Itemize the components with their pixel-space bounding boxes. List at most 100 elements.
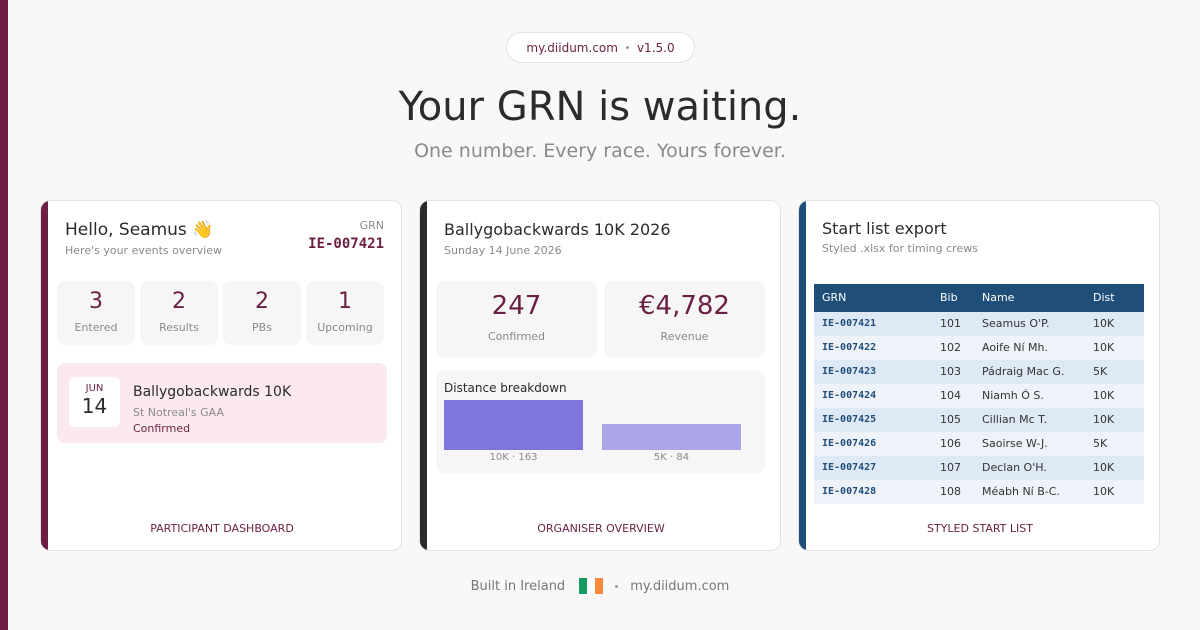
date-box: JUN 14: [69, 377, 120, 427]
greeting: Hello, Seamus 👋: [65, 220, 214, 240]
table-row: IE-007421 101 Seamus O'P. 10K: [814, 312, 1144, 336]
bar: [444, 400, 583, 450]
day: 14: [81, 394, 108, 418]
status: Confirmed: [133, 422, 191, 435]
table-cell: 10K: [1093, 341, 1115, 354]
table-cell: 5K: [1093, 437, 1108, 450]
table-cell: 10K: [1093, 389, 1115, 402]
column-header: GRN: [822, 291, 847, 304]
table-cell: 105: [940, 413, 961, 426]
stat-label: Upcoming: [317, 321, 373, 334]
stat-box: 247 Confirmed: [436, 281, 597, 357]
table-cell: 10K: [1093, 413, 1115, 426]
table-cell: 108: [940, 485, 961, 498]
table-cell: 106: [940, 437, 961, 450]
stat-box: 1 Upcoming: [306, 281, 384, 345]
event-box: JUN 14 Ballygobackwards 10K St Notreal's…: [57, 363, 387, 443]
table-cell: 103: [940, 365, 961, 378]
stat-box: 2 PBs: [223, 281, 301, 345]
bar-label: 5K · 84: [653, 452, 690, 463]
column-header: Name: [982, 291, 1015, 304]
table-cell: Aoife Ní Mh.: [982, 341, 1048, 354]
stat-label: PBs: [252, 321, 272, 334]
card-footer: STYLED START LIST: [927, 522, 1033, 535]
table-cell: 10K: [1093, 317, 1115, 330]
stat-label: Results: [159, 321, 199, 334]
card-subtitle: Styled .xlsx for timing crews: [822, 242, 978, 255]
stat-value: 2: [172, 289, 186, 314]
column-header: Dist: [1093, 291, 1115, 304]
breakdown: Distance breakdown 10K · 163 5K · 84: [436, 371, 765, 473]
table-cell: 10K: [1093, 485, 1115, 498]
stat-box: 3 Entered: [57, 281, 135, 345]
table-cell: IE-007425: [822, 414, 877, 425]
table-cell: 104: [940, 389, 961, 402]
version-pill: my.diidum.com v1.5.0: [506, 32, 695, 63]
stat-label: Entered: [74, 321, 118, 334]
stat-value: 247: [491, 291, 542, 321]
headline: Your GRN is waiting.: [398, 84, 802, 130]
intro: Here's your events overview: [65, 244, 222, 257]
separator: [625, 46, 629, 49]
table-row: IE-007425 105 Cillian Mc T. 10K: [814, 408, 1144, 432]
tagline: One number. Every race. Yours forever.: [414, 140, 786, 162]
stat-label: Confirmed: [487, 330, 546, 343]
table-cell: 102: [940, 341, 961, 354]
table-cell: IE-007422: [822, 342, 877, 353]
grn-label: GRN: [359, 219, 384, 232]
card-footer: PARTICIPANT DASHBOARD: [150, 522, 294, 535]
table-cell: Niamh Ó S.: [982, 389, 1044, 402]
domain: my.diidum.com: [526, 40, 618, 55]
stat-value: €4,782: [639, 291, 730, 321]
table-row: IE-007424 104 Niamh Ó S. 10K: [814, 384, 1144, 408]
table-row: IE-007423 103 Pádraig Mac G. 5K: [814, 360, 1144, 384]
table-row: IE-007428 108 Méabh Ní B-C. 10K: [814, 480, 1144, 504]
table-cell: Declan O'H.: [982, 461, 1047, 474]
accent-stripe: [0, 0, 8, 630]
table-cell: Seamus O'P.: [982, 317, 1050, 330]
bar-label: 10K · 163: [489, 452, 538, 463]
footer-domain: my.diidum.com: [630, 578, 730, 594]
month: JUN: [85, 383, 104, 394]
table-row: IE-007426 106 Saoirse W-J. 5K: [814, 432, 1144, 456]
table-header: GRN Bib Name Dist: [814, 284, 1144, 312]
event-date: Sunday 14 June 2026: [444, 244, 562, 257]
footer: Built in Ireland my.diidum.com: [0, 578, 1200, 594]
separator: [615, 584, 619, 588]
stat-box: €4,782 Revenue: [604, 281, 765, 357]
grn: IE-007421: [308, 236, 384, 252]
table-row: IE-007422 102 Aoife Ní Mh. 10K: [814, 336, 1144, 360]
stat-value: 3: [89, 289, 103, 314]
table-cell: Saoirse W-J.: [982, 437, 1048, 450]
table-cell: Pádraig Mac G.: [982, 365, 1065, 378]
table-cell: IE-007426: [822, 438, 877, 449]
stat-box: 2 Results: [140, 281, 218, 345]
stat-label: Revenue: [660, 330, 709, 343]
table-cell: IE-007428: [822, 486, 877, 497]
table-cell: IE-007423: [822, 366, 877, 377]
table-cell: Cillian Mc T.: [982, 413, 1048, 426]
stat-value: 2: [255, 289, 269, 314]
table-cell: IE-007421: [822, 318, 877, 329]
card-title: Start list export: [822, 219, 947, 238]
table-cell: Méabh Ní B-C.: [982, 485, 1060, 498]
club: St Notreal's GAA: [133, 406, 225, 419]
organiser-card: Ballygobackwards 10K 2026 Sunday 14 June…: [419, 200, 781, 551]
table-cell: IE-007427: [822, 462, 877, 473]
event-name: Ballygobackwards 10K: [133, 384, 292, 400]
startlist-card: Start list export Styled .xlsx for timin…: [798, 200, 1160, 551]
participant-card: Hello, Seamus 👋 Here's your events overv…: [40, 200, 402, 551]
column-header: Bib: [940, 291, 958, 304]
table-cell: 107: [940, 461, 961, 474]
irish-flag: [579, 578, 604, 594]
bar: [602, 424, 741, 450]
table-cell: 5K: [1093, 365, 1108, 378]
table-cell: 101: [940, 317, 961, 330]
stat-value: 1: [338, 289, 352, 314]
table-cell: IE-007424: [822, 390, 877, 401]
table-cell: 10K: [1093, 461, 1115, 474]
breakdown-title: Distance breakdown: [444, 381, 567, 395]
card-footer: ORGANISER OVERVIEW: [537, 522, 665, 535]
